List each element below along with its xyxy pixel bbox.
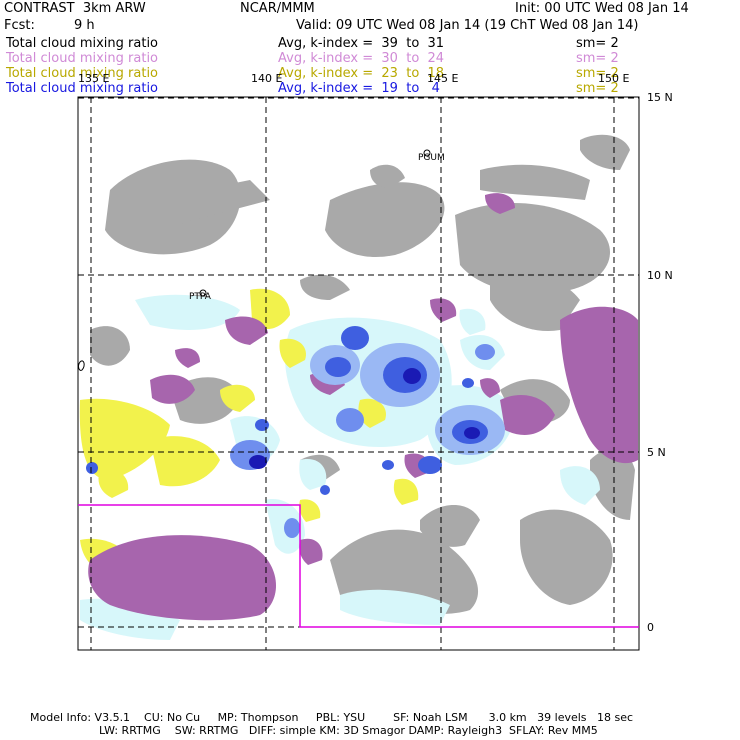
model-info-line-1: Model Info: V3.5.1 CU: No Cu MP: Thompso… [30, 711, 634, 724]
lat-label: 5 N [647, 446, 666, 459]
lon-label: 145 E [427, 72, 458, 85]
field-name-2: Total cloud mixing ratio [6, 51, 159, 66]
yellow-cloud-layer [79, 288, 419, 575]
station-pgum: PGUM [418, 153, 445, 163]
init-time: Init: 00 UTC Wed 08 Jan 14 [515, 1, 689, 16]
longitude-labels: 135 E 140 E 145 E 150 E [78, 72, 629, 85]
station-marker [199, 289, 207, 297]
lat-label: 15 N [647, 91, 673, 104]
lat-label: 10 N [647, 269, 673, 282]
latitude-labels: 15 N 10 N 5 N 0 [647, 91, 673, 634]
station-labels: PGUM PTPA [189, 153, 445, 302]
field-range-2: Avg, k-index = 30 to 24 [278, 51, 445, 66]
model-title: CONTRAST 3km ARW [4, 1, 146, 16]
blue-cloud-layer [86, 326, 505, 538]
field-sm-1: sm= 2 [576, 36, 619, 51]
field-range-3: Avg, k-index = 23 to 18 [278, 66, 445, 81]
lat-label: 0 [647, 621, 654, 634]
field-sm-4: sm= 2 [576, 81, 619, 96]
field-name-4: Total cloud mixing ratio [6, 81, 159, 96]
field-sm-2: sm= 2 [576, 51, 619, 66]
lon-label: 140 E [251, 72, 282, 85]
lon-label: 150 E [598, 72, 629, 85]
lon-label: 135 E [78, 72, 109, 85]
field-name-1: Total cloud mixing ratio [6, 36, 159, 51]
center-label: NCAR/MMM [240, 1, 315, 16]
field-range-1: Avg, k-index = 39 to 31 [278, 36, 445, 51]
map-frame [77, 96, 640, 651]
field-name-3: Total cloud mixing ratio [6, 66, 159, 81]
field-sm-3: sm= 2 [576, 66, 619, 81]
station-marker [423, 149, 431, 157]
island-outline [78, 360, 85, 371]
forecast-hour: 9 h [74, 18, 95, 33]
station-ptpa: PTPA [189, 292, 212, 302]
nested-domain-box [78, 504, 639, 628]
model-info-line-2: LW: RRTMG SW: RRTMG DIFF: simple KM: 3D … [99, 724, 598, 737]
field-range-4: Avg, k-index = 19 to 4 [278, 81, 440, 96]
valid-time: Valid: 09 UTC Wed 08 Jan 14 (19 ChT Wed … [296, 18, 639, 33]
forecast-label: Fcst: [4, 18, 35, 33]
